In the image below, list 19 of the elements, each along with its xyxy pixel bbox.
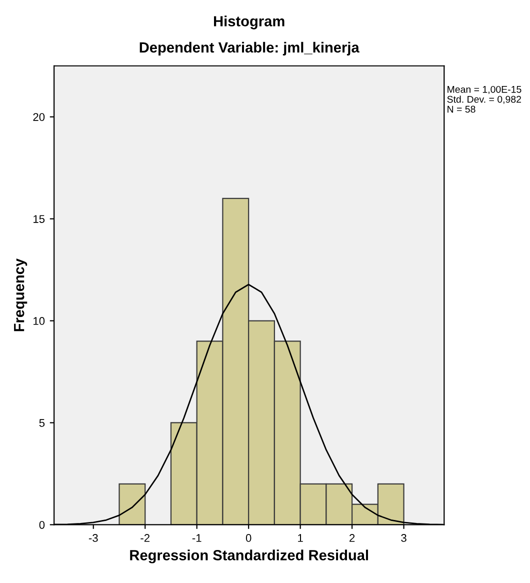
chart-title: Histogram (214, 16, 284, 30)
y-tick-label: 15 (34, 215, 45, 223)
x-axis-title: Regression Standardized Residual (130, 550, 368, 564)
text: Mean = 1,00E-15 (448, 86, 522, 94)
x-tick-label: 3 (401, 534, 406, 542)
x-tick-label: -2 (140, 534, 150, 542)
y-tick-label: 5 (39, 419, 45, 427)
y-axis-title: Frequency (14, 258, 28, 332)
y-tick-label: 20 (33, 113, 45, 121)
chart-subtitle: Dependent Variable: jml_kinerja (140, 42, 360, 56)
y-tick-label: 10 (34, 317, 45, 325)
x-tick-label: 1 (298, 534, 303, 542)
text: Std. Dev. = 0,982 (447, 96, 521, 104)
x-tick-label: -1 (192, 534, 202, 542)
text: N = 58 (448, 106, 476, 113)
y-tick-label: 0 (39, 520, 45, 529)
x-tick-label: 0 (246, 534, 252, 542)
x-tick-label: -3 (88, 534, 98, 542)
x-tick-label: 2 (350, 534, 355, 542)
